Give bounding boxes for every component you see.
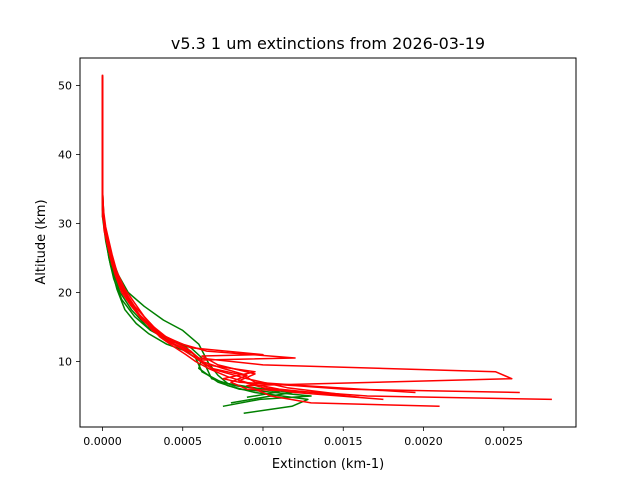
y-axis-label: Altitude (km) xyxy=(34,199,49,284)
series-line-red-11 xyxy=(101,76,344,396)
plot-area xyxy=(79,57,577,428)
x-axis-label: Extinction (km-1) xyxy=(272,457,384,472)
y-tick-label: 40 xyxy=(58,149,72,162)
y-axis: 10 20 30 40 50 xyxy=(58,80,80,368)
plot-frame xyxy=(79,57,577,428)
y-tick-label: 50 xyxy=(58,80,72,93)
x-tick-label: 0.0025 xyxy=(485,435,524,448)
x-tick-label: 0.0015 xyxy=(324,435,363,448)
x-tick-label: 0.0000 xyxy=(83,435,122,448)
y-tick-label: 10 xyxy=(58,355,72,368)
x-tick-label: 0.0005 xyxy=(163,435,202,448)
x-tick-label: 0.0010 xyxy=(244,435,283,448)
x-axis: 0.0000 0.0005 0.0010 0.0015 0.0020 0.0025 xyxy=(83,427,523,448)
y-tick-label: 20 xyxy=(58,287,72,300)
series-layer xyxy=(101,74,552,414)
y-tick-label: 30 xyxy=(58,218,72,231)
x-tick-label: 0.0020 xyxy=(404,435,443,448)
chart-title: v5.3 1 um extinctions from 2026-03-19 xyxy=(171,34,485,53)
